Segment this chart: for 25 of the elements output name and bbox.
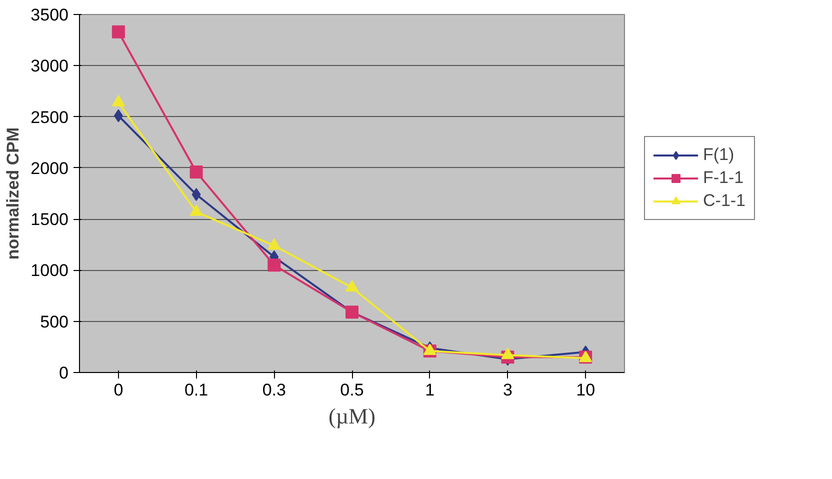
legend-label: F(1)	[703, 145, 734, 165]
x-axis-title: (µM)	[328, 404, 376, 428]
point	[112, 25, 125, 38]
legend-label: F-1-1	[703, 168, 744, 188]
x-tick-label: 10	[576, 380, 596, 400]
y-tick-label: 0	[59, 364, 69, 382]
x-tick-label: 0.3	[262, 380, 286, 400]
y-tick-label: 3500	[30, 6, 69, 24]
y-tick-label: 1000	[30, 261, 69, 280]
y-axis-title: normalized CPM	[4, 127, 23, 260]
point	[192, 188, 201, 202]
y-tick-label: 2500	[30, 108, 69, 127]
point	[114, 109, 123, 122]
y-tick-label: 2000	[30, 158, 69, 178]
x-tick-label: 0	[114, 380, 124, 400]
x-tick-label: 0.1	[184, 380, 208, 400]
y-tick-label: 1500	[30, 210, 69, 230]
x-tick-label: 1	[425, 380, 435, 400]
point	[190, 166, 203, 179]
legend-label: C-1-1	[703, 191, 746, 211]
y-tick-label: 3000	[30, 56, 69, 76]
point	[268, 258, 281, 272]
x-tick-label: 0.5	[340, 380, 364, 400]
y-tick-label: 500	[40, 312, 69, 332]
x-tick-label: 3	[502, 380, 512, 400]
